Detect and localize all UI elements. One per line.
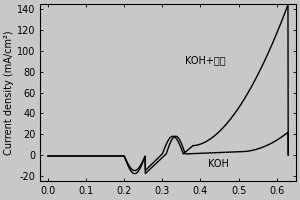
Text: KOH+甲醇: KOH+甲醇 <box>185 55 226 65</box>
Y-axis label: Current density (mA/cm²): Current density (mA/cm²) <box>4 30 14 155</box>
Text: KOH: KOH <box>208 159 229 169</box>
